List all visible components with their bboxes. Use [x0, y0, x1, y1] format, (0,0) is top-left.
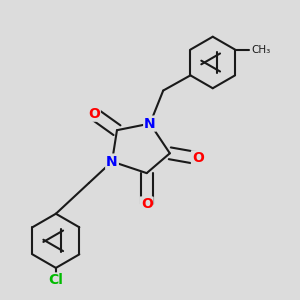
Text: O: O	[88, 107, 100, 121]
Text: O: O	[141, 197, 153, 212]
Text: O: O	[192, 151, 204, 165]
Text: N: N	[144, 117, 156, 130]
Text: Cl: Cl	[48, 273, 63, 287]
Text: CH₃: CH₃	[251, 45, 270, 55]
Text: N: N	[106, 154, 118, 169]
